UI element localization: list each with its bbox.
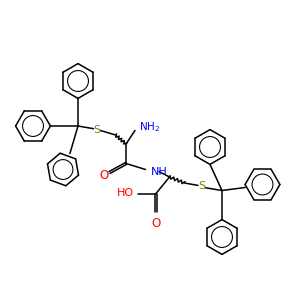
Text: HO: HO: [116, 188, 134, 199]
Text: NH: NH: [151, 167, 167, 177]
Text: O: O: [100, 169, 109, 182]
Text: O: O: [152, 217, 160, 230]
Text: NH$_2$: NH$_2$: [139, 120, 160, 134]
Text: S: S: [93, 124, 100, 135]
Text: S: S: [198, 181, 205, 191]
